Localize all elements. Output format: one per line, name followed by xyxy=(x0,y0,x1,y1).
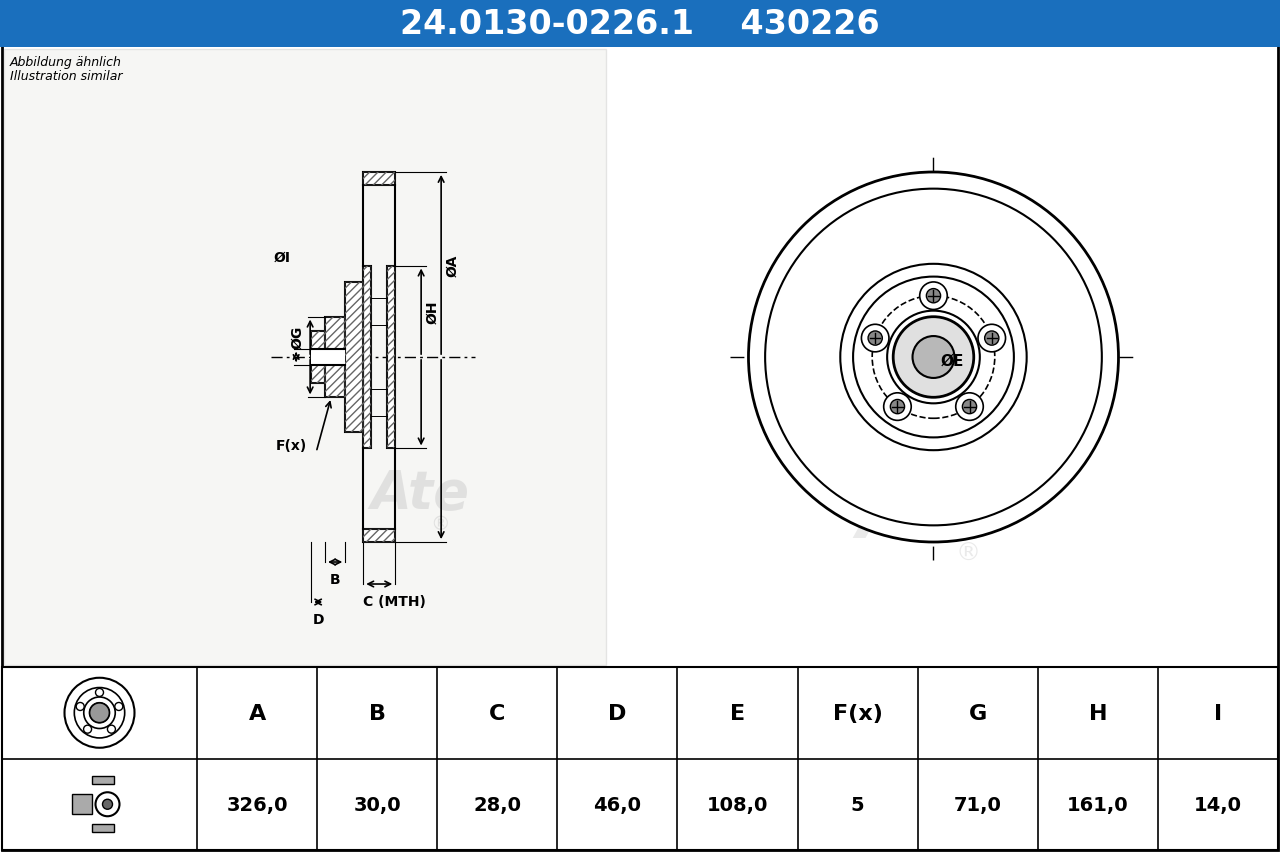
Bar xyxy=(91,776,114,785)
Circle shape xyxy=(984,331,998,346)
Text: Ate: Ate xyxy=(856,486,980,551)
Bar xyxy=(364,173,396,186)
Text: F(x): F(x) xyxy=(833,703,882,722)
Bar xyxy=(91,824,114,832)
Text: 5: 5 xyxy=(851,795,864,814)
Circle shape xyxy=(77,703,84,711)
Circle shape xyxy=(96,688,104,697)
Text: 28,0: 28,0 xyxy=(474,795,521,814)
Text: 71,0: 71,0 xyxy=(954,795,1002,814)
Circle shape xyxy=(765,189,1102,526)
Bar xyxy=(364,267,371,449)
Text: ®: ® xyxy=(430,515,451,533)
Circle shape xyxy=(927,289,941,303)
Text: 108,0: 108,0 xyxy=(707,795,768,814)
Text: ®: ® xyxy=(956,542,980,566)
Circle shape xyxy=(920,283,947,310)
Text: ØA: ØA xyxy=(445,254,460,276)
Bar xyxy=(311,331,325,383)
Bar xyxy=(387,267,396,449)
Circle shape xyxy=(868,331,882,346)
Text: 30,0: 30,0 xyxy=(353,795,401,814)
Text: B: B xyxy=(330,573,340,586)
Circle shape xyxy=(883,394,911,421)
Circle shape xyxy=(913,337,955,378)
Bar xyxy=(72,794,91,815)
Text: 24.0130-0226.1    430226: 24.0130-0226.1 430226 xyxy=(401,8,879,40)
Circle shape xyxy=(978,325,1006,353)
Text: G: G xyxy=(969,703,987,722)
Circle shape xyxy=(852,277,1014,438)
Circle shape xyxy=(83,725,92,734)
Text: C (MTH): C (MTH) xyxy=(362,595,426,608)
Text: ØI: ØI xyxy=(273,250,291,264)
Circle shape xyxy=(108,725,115,734)
Circle shape xyxy=(749,173,1119,543)
Bar xyxy=(346,283,364,433)
Bar xyxy=(311,349,346,366)
Bar xyxy=(311,331,325,383)
Text: Illustration similar: Illustration similar xyxy=(10,70,123,83)
Text: ØH: ØH xyxy=(425,300,439,324)
Bar xyxy=(325,317,346,398)
Circle shape xyxy=(115,703,123,711)
Circle shape xyxy=(90,703,109,722)
Bar xyxy=(364,267,371,449)
Bar xyxy=(0,0,1280,48)
Circle shape xyxy=(963,400,977,414)
Circle shape xyxy=(102,799,113,809)
Bar xyxy=(364,529,396,543)
Text: Ate: Ate xyxy=(371,468,470,520)
Circle shape xyxy=(887,311,979,404)
Bar xyxy=(364,173,396,186)
Bar xyxy=(3,667,1277,850)
Text: 161,0: 161,0 xyxy=(1068,795,1129,814)
Text: I: I xyxy=(1213,703,1222,722)
Bar xyxy=(364,529,396,543)
Text: F(x): F(x) xyxy=(275,439,307,452)
Text: A: A xyxy=(248,703,266,722)
Text: 14,0: 14,0 xyxy=(1194,795,1242,814)
Circle shape xyxy=(861,325,890,353)
Text: 46,0: 46,0 xyxy=(594,795,641,814)
Circle shape xyxy=(893,317,974,398)
Text: 326,0: 326,0 xyxy=(227,795,288,814)
Text: C: C xyxy=(489,703,506,722)
Text: ØG: ØG xyxy=(291,325,305,349)
Text: ØE: ØE xyxy=(941,353,964,368)
Text: D: D xyxy=(312,613,324,626)
Text: E: E xyxy=(730,703,745,722)
Bar xyxy=(346,283,364,433)
Circle shape xyxy=(891,400,905,414)
Circle shape xyxy=(840,264,1027,451)
Bar xyxy=(325,317,346,398)
Bar xyxy=(387,267,396,449)
Bar xyxy=(4,50,607,665)
Text: B: B xyxy=(369,703,385,722)
Circle shape xyxy=(956,394,983,421)
Text: D: D xyxy=(608,703,627,722)
Text: H: H xyxy=(1088,703,1107,722)
Text: Abbildung ähnlich: Abbildung ähnlich xyxy=(10,56,122,69)
